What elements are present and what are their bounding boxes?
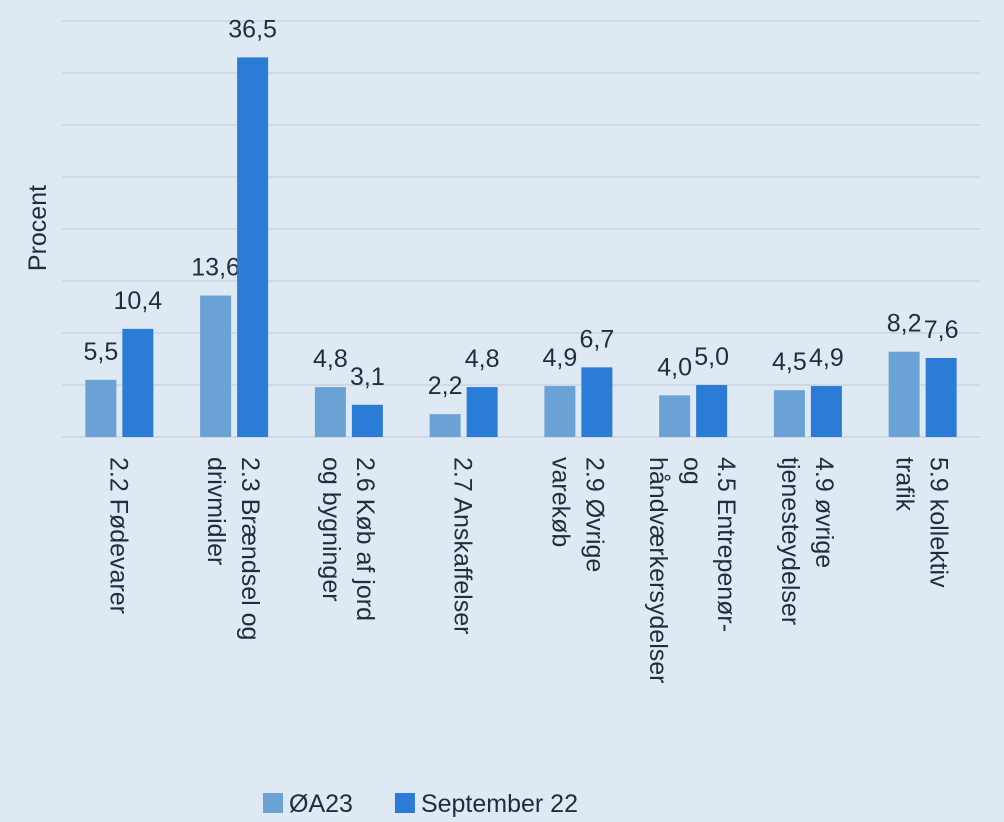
legend-swatch	[263, 793, 283, 813]
bar	[200, 295, 232, 437]
x-tick-label: 2.7 Anskaffelser	[449, 457, 477, 634]
bar	[122, 328, 154, 437]
data-label: 7,6	[924, 316, 959, 344]
data-label: 8,2	[887, 310, 922, 338]
legend-label: September 22	[421, 790, 578, 818]
bar	[314, 387, 346, 437]
x-tick-label: 2.3 Brændsel og drivmidler	[202, 457, 264, 647]
x-tick-label: 4.9 øvrige tjenesteydelser	[776, 457, 838, 625]
data-label: 4,8	[313, 345, 348, 373]
x-tick-label: 5.9 kollektiv trafik	[891, 457, 953, 595]
bar	[85, 379, 117, 437]
data-label: 4,0	[657, 353, 692, 381]
data-label: 10,4	[114, 287, 163, 315]
x-tick-label: 2.9 Øvrige varekøb	[546, 457, 608, 579]
bar	[351, 404, 383, 437]
data-label: 6,7	[579, 325, 614, 353]
data-label: 5,0	[694, 343, 729, 371]
data-label: 4,9	[809, 344, 844, 372]
x-tick-label: 2.2 Fødevarer	[104, 457, 132, 614]
bar	[773, 390, 805, 437]
data-label: 5,5	[83, 338, 118, 366]
data-label: 4,8	[465, 345, 500, 373]
data-label: 36,5	[228, 15, 277, 43]
x-tick-label: 4.5 Entrepenør- og håndværkersydelser	[644, 457, 740, 684]
bar	[696, 385, 728, 437]
bar	[429, 414, 461, 437]
data-label: 2,2	[428, 372, 463, 400]
bar	[544, 386, 576, 437]
y-axis-title: Procent	[24, 185, 52, 271]
bar	[810, 386, 842, 437]
data-label: 13,6	[191, 254, 240, 282]
data-label: 4,9	[542, 344, 577, 372]
data-label: 3,1	[350, 363, 385, 391]
bar	[581, 367, 613, 437]
bar	[659, 395, 691, 437]
bar	[888, 351, 920, 437]
bar	[466, 387, 498, 437]
data-label: 4,5	[772, 348, 807, 376]
bar	[925, 357, 957, 437]
bar	[237, 57, 269, 438]
legend-swatch	[394, 793, 415, 813]
x-tick-label: 2.6 Køb af jord og bygninger	[317, 457, 379, 628]
legend-label: ØA23	[289, 790, 353, 818]
